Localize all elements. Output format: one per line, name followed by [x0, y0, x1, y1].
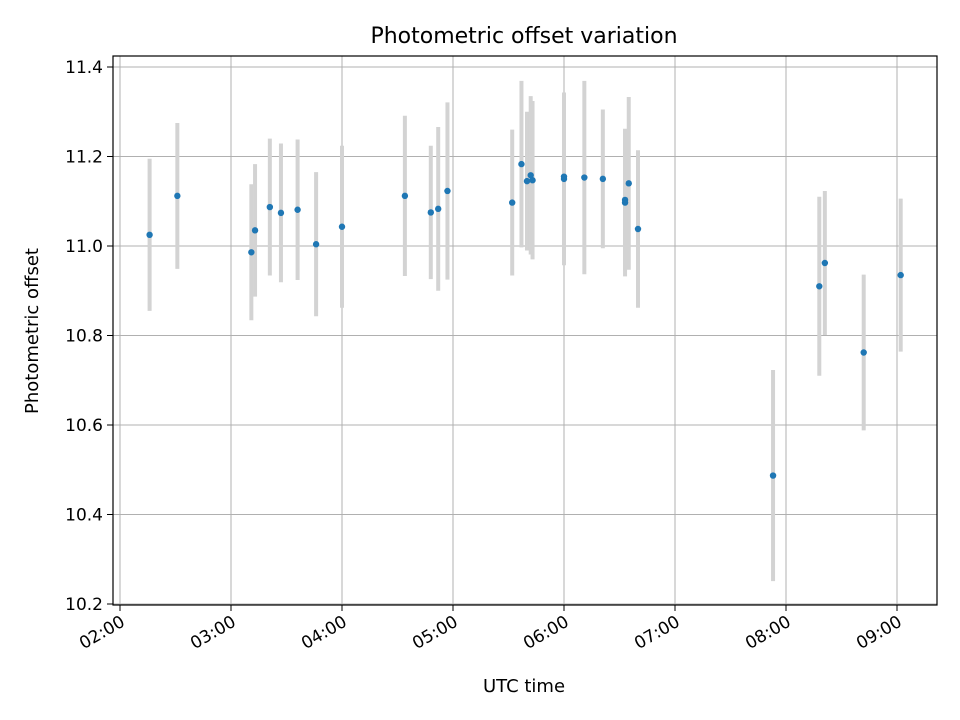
y-tick-label: 11.4: [65, 58, 103, 78]
data-point: [435, 205, 442, 213]
data-points: [146, 160, 904, 479]
data-point: [599, 175, 607, 183]
data-point: [634, 225, 642, 233]
data-point: [560, 173, 568, 180]
data-point: [509, 199, 516, 206]
data-point: [529, 177, 536, 184]
data-point: [251, 227, 259, 234]
data-point: [621, 196, 629, 204]
y-axis-label: Photometric offset: [22, 248, 43, 414]
data-point: [821, 259, 829, 267]
data-point: [427, 209, 434, 216]
data-point: [294, 206, 301, 213]
y-tick-label: 11.2: [65, 148, 103, 168]
data-point: [338, 223, 346, 230]
y-tick-label: 10.8: [65, 327, 103, 347]
y-tick-label: 11.0: [65, 237, 103, 257]
data-point: [769, 472, 777, 479]
data-point: [518, 160, 525, 168]
y-tick-label: 10.4: [65, 506, 103, 526]
x-axis-label: UTC time: [483, 676, 565, 697]
data-point: [444, 187, 451, 195]
y-tick-label: 10.2: [65, 595, 103, 615]
chart-title: Photometric offset variation: [370, 24, 677, 49]
data-point: [401, 192, 409, 200]
data-point: [312, 241, 320, 248]
data-point: [523, 177, 531, 185]
data-point: [860, 349, 867, 356]
data-point: [146, 231, 153, 239]
data-point: [174, 192, 181, 200]
data-point: [816, 283, 823, 290]
y-axis-ticks: 10.2 10.4 10.6 10.8 11.0 11.2 11.4: [65, 58, 113, 615]
data-point: [277, 209, 285, 217]
data-point: [625, 180, 632, 187]
y-tick-label: 10.6: [65, 416, 103, 436]
data-point: [581, 174, 588, 181]
data-point: [527, 172, 534, 179]
data-point: [897, 271, 904, 279]
plot-frame: [112, 55, 938, 606]
data-point: [248, 249, 255, 256]
data-point: [266, 203, 274, 211]
